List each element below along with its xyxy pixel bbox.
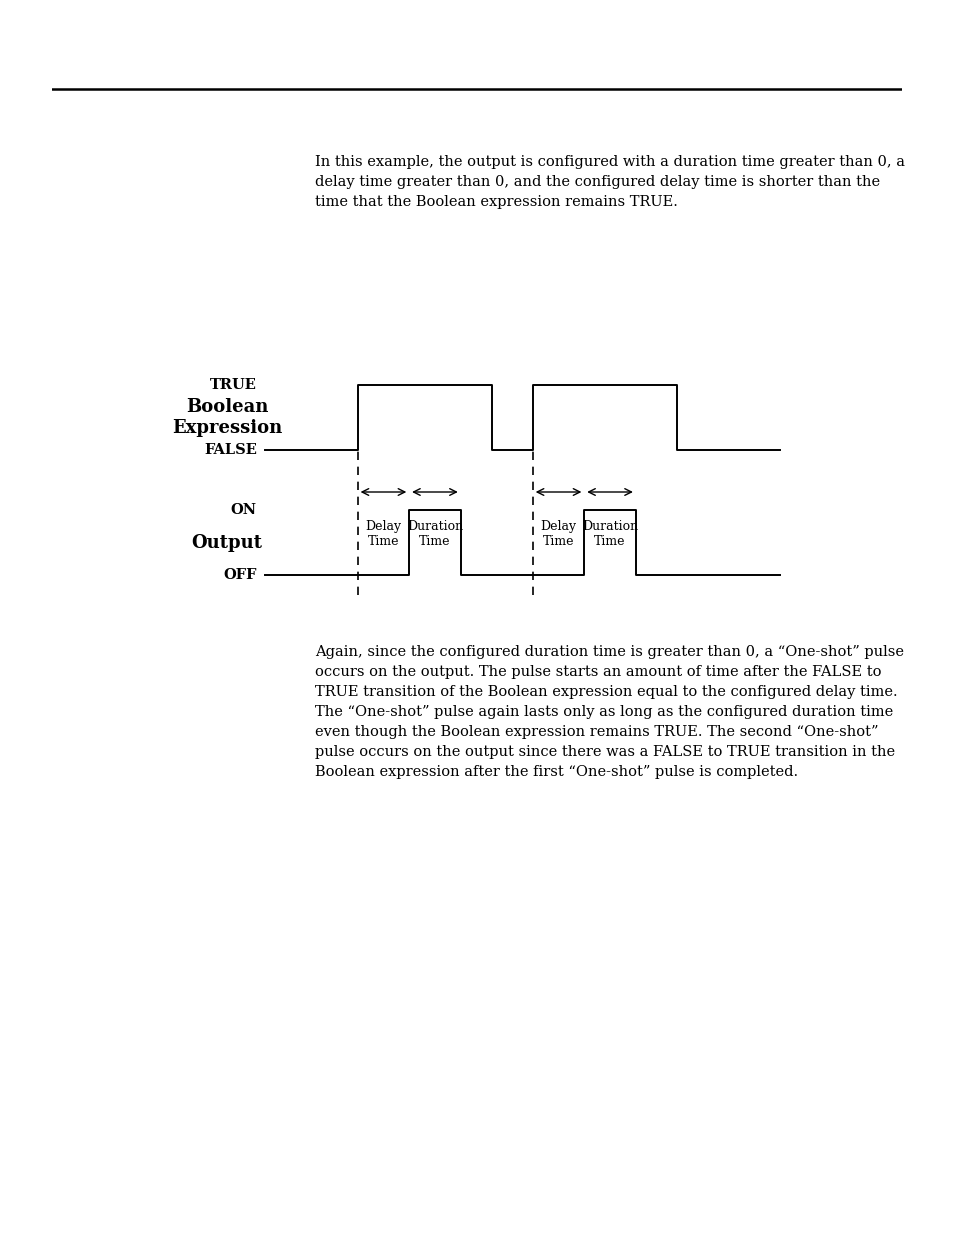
Text: ON: ON bbox=[231, 503, 256, 517]
Text: Duration
Time: Duration Time bbox=[581, 520, 638, 548]
Text: OFF: OFF bbox=[223, 568, 256, 582]
Text: Boolean
Expression: Boolean Expression bbox=[172, 398, 282, 437]
Text: Output: Output bbox=[192, 534, 262, 552]
Text: FALSE: FALSE bbox=[204, 443, 256, 457]
Text: Duration
Time: Duration Time bbox=[407, 520, 462, 548]
Text: Delay
Time: Delay Time bbox=[365, 520, 401, 548]
Text: In this example, the output is configured with a duration time greater than 0, a: In this example, the output is configure… bbox=[314, 156, 904, 209]
Text: TRUE: TRUE bbox=[210, 378, 256, 391]
Text: Again, since the configured duration time is greater than 0, a “One-shot” pulse
: Again, since the configured duration tim… bbox=[314, 645, 903, 779]
Text: Delay
Time: Delay Time bbox=[540, 520, 576, 548]
